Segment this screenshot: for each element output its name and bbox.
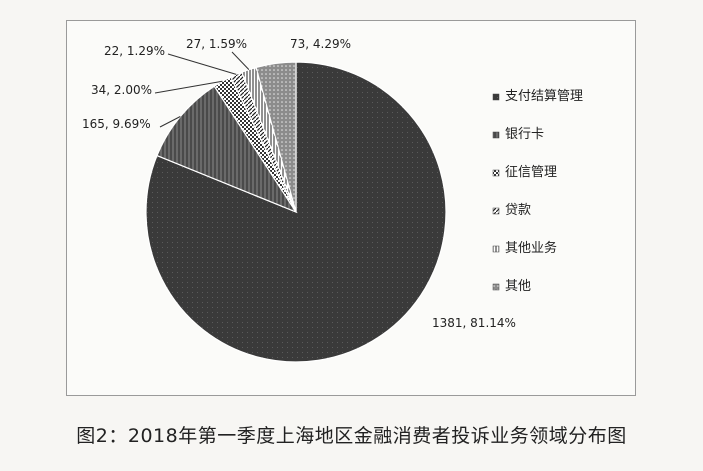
leader-line (167, 53, 237, 75)
data-labels: 1381, 81.14% 165, 9.69% 34, 2.00% 22, 1.29%… (82, 37, 516, 330)
legend-label: 银行卡 (505, 127, 544, 142)
leader-line (159, 116, 181, 128)
pie-slice (255, 61, 297, 213)
legend-swatch (492, 245, 500, 253)
legend-swatch (492, 131, 500, 139)
legend-swatch (492, 93, 500, 101)
data-label: 73, 4.29% (290, 37, 351, 51)
leader-line (231, 51, 250, 70)
pie-slices (145, 61, 447, 363)
legend-swatch (492, 207, 500, 215)
legend-swatch (492, 283, 500, 291)
legend-label: 征信管理 (505, 165, 557, 180)
data-label: 22, 1.29% (104, 44, 165, 58)
data-label: 165, 9.69% (82, 117, 151, 131)
data-label: 1381, 81.14% (432, 316, 516, 330)
legend-swatch (492, 169, 500, 177)
leader-line (154, 80, 223, 94)
legend-label: 支付结算管理 (505, 89, 583, 104)
legend-label: 贷款 (505, 203, 531, 218)
figure-caption: 图2：2018年第一季度上海地区金融消费者投诉业务领域分布图 (76, 425, 627, 447)
pie-slice (156, 85, 298, 214)
data-label: 34, 2.00% (91, 83, 152, 97)
legend-label: 其他业务 (505, 240, 557, 256)
legend-label: 其他 (505, 279, 531, 294)
data-label: 27, 1.59% (186, 37, 247, 51)
